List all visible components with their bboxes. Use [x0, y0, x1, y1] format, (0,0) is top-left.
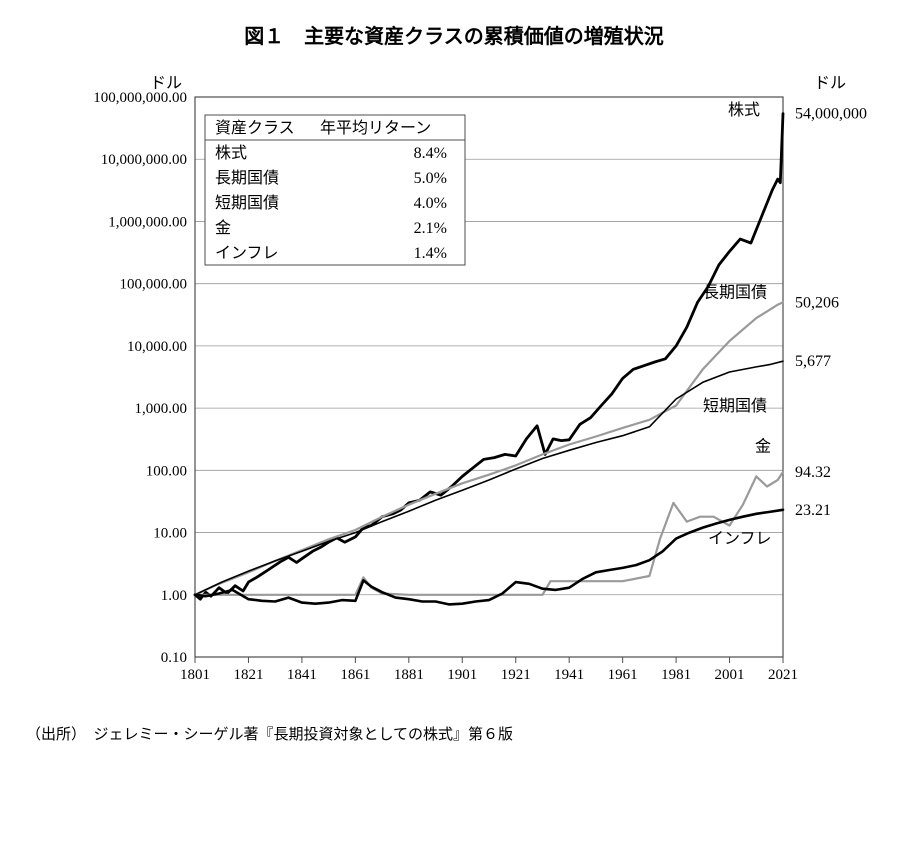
- y-tick-label: 1.00: [161, 588, 187, 604]
- chart-title: 図１ 主要な資産クラスの累積価値の増殖状況: [20, 20, 888, 49]
- y-axis-label-left: ドル: [150, 69, 182, 93]
- end-value-short_bonds: 5,677: [795, 353, 831, 370]
- end-value-stocks: 54,000,000: [795, 106, 867, 123]
- y-tick-label: 100,000.00: [120, 277, 188, 293]
- legend-row-label: 金: [215, 219, 231, 237]
- chart-svg: 0.10 1.00 10.00 100.00 1,000.00 10,000.00 100,…: [20, 67, 888, 707]
- y-tick-label: 10.00: [153, 526, 187, 542]
- legend-row-return: 8.4%: [414, 145, 447, 162]
- legend-header-asset: 資産クラス: [215, 119, 295, 137]
- series-label-long_bonds: 長期国債: [703, 284, 767, 302]
- end-value-long_bonds: 50,206: [795, 294, 839, 311]
- x-tick-label: 2001: [715, 667, 745, 683]
- y-tick-label: 1,000.00: [135, 401, 188, 417]
- y-tick-label: 10,000,000.00: [101, 152, 187, 168]
- legend-row-label: インフレ: [215, 245, 279, 262]
- x-tick-label: 1921: [501, 667, 531, 683]
- y-tick-label: 1,000,000.00: [108, 214, 187, 230]
- x-tick-label: 1821: [233, 667, 263, 683]
- legend-row-return: 4.0%: [414, 195, 447, 212]
- legend-row-label: 短期国債: [215, 194, 279, 212]
- y-tick-label: 10,000.00: [127, 339, 187, 355]
- x-tick-label: 1961: [608, 667, 638, 683]
- legend-row-label: 株式: [215, 144, 247, 162]
- series-label-short_bonds: 短期国債: [703, 397, 767, 415]
- x-tick-label: 2021: [768, 667, 798, 683]
- x-tick-label: 1901: [447, 667, 477, 683]
- series-label-inflation: インフレ: [708, 530, 772, 547]
- x-tick-label: 1841: [287, 667, 317, 683]
- x-tick-label: 1881: [394, 667, 424, 683]
- x-tick-label: 1941: [554, 667, 584, 683]
- source-note: （出所） ジェレミー・シーゲル著『長期投資対象としての株式』第６版: [26, 723, 888, 744]
- x-tick-label: 1861: [340, 667, 370, 683]
- x-tick-label: 1981: [661, 667, 691, 683]
- chart-container: 図１ 主要な資産クラスの累積価値の増殖状況 ドル ドル 0.10 1.00 10.0…: [20, 20, 888, 744]
- series-label-gold: 金: [755, 437, 771, 455]
- y-axis-label-right: ドル: [814, 69, 846, 93]
- end-value-inflation: 23.21: [795, 502, 831, 519]
- series-label-stocks: 株式: [728, 101, 760, 119]
- legend-row-return: 2.1%: [414, 220, 447, 237]
- x-tick-label: 1801: [180, 667, 210, 683]
- legend-header-return: 年平均リターン: [320, 119, 431, 137]
- y-tick-label: 100.00: [146, 463, 187, 479]
- legend-box: [205, 115, 465, 265]
- legend-row-label: 長期国債: [215, 169, 279, 187]
- legend-row-return: 5.0%: [414, 170, 447, 187]
- y-tick-label: 0.10: [161, 650, 187, 666]
- legend-row-return: 1.4%: [414, 245, 447, 262]
- end-value-gold: 94.32: [795, 464, 831, 481]
